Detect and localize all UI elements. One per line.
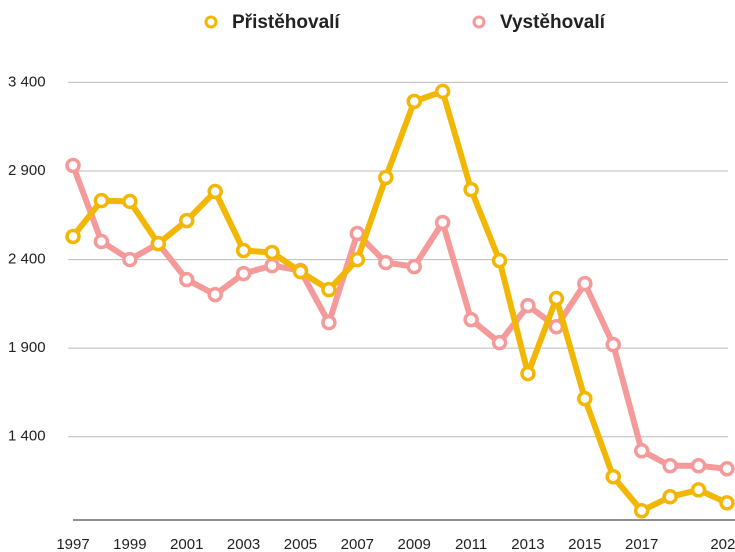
data-point [378,254,394,271]
legend-marker [472,15,486,29]
y-tick-label: 2 900 [8,162,46,179]
data-point [690,482,707,498]
data-point [321,281,337,298]
x-tick-label: 2005 [284,536,317,552]
y-tick-label: 1 400 [8,428,46,445]
data-point [491,252,508,269]
x-tick-label: 1997 [56,536,89,552]
x-tick-label: 2020 [710,536,735,552]
data-point [235,265,252,282]
data-point [463,311,479,328]
data-point [548,290,565,307]
x-tick-label: 1999 [113,536,146,552]
data-point [463,181,479,198]
data-point [577,390,593,407]
x-tick-label: 2011 [455,536,487,552]
data-point [719,495,735,511]
x-tick-label: 2007 [341,536,374,552]
data-point [406,93,422,110]
data-point [491,334,508,351]
data-point [662,458,678,474]
data-point [264,257,280,274]
data-point [434,83,451,100]
data-point [122,193,138,210]
data-point [690,458,707,474]
legend-marker [204,15,218,29]
data-point [662,489,678,505]
data-point [605,336,622,353]
data-point [122,251,138,268]
data-point [520,365,536,382]
data-point [93,233,110,250]
data-point [178,271,195,288]
data-point [178,212,195,229]
data-point [633,442,650,459]
x-tick-label: 2015 [568,536,601,552]
data-point [65,157,81,174]
data-point [520,297,536,314]
data-point [150,235,167,252]
data-point [577,275,593,292]
data-point [378,169,394,186]
data-point [434,214,451,231]
data-point [93,192,110,209]
x-tick-label: 2009 [398,536,431,552]
x-tick-label: 2013 [511,536,544,552]
data-point [349,225,366,242]
data-point [65,228,81,245]
y-tick-label: 3 400 [8,73,46,90]
data-point [207,286,223,303]
data-point [321,314,337,331]
data-point [605,469,622,485]
data-point [264,244,280,261]
data-point [292,263,309,280]
y-tick-label: 1 900 [8,339,46,356]
x-tick-label: 2017 [625,536,658,552]
y-tick-label: 2 400 [8,251,46,268]
data-point [406,258,422,275]
data-point [207,183,223,200]
data-point [719,461,735,477]
x-tick-label: 2001 [170,536,203,552]
series-line [70,164,728,472]
data-point [235,242,252,259]
x-tick-label: 2003 [227,536,260,552]
series-line [70,88,729,514]
data-point [349,251,366,268]
data-point [633,503,650,519]
legend-label: Přistěhovalí [232,12,340,33]
legend-label: Vystěhovalí [500,12,606,33]
